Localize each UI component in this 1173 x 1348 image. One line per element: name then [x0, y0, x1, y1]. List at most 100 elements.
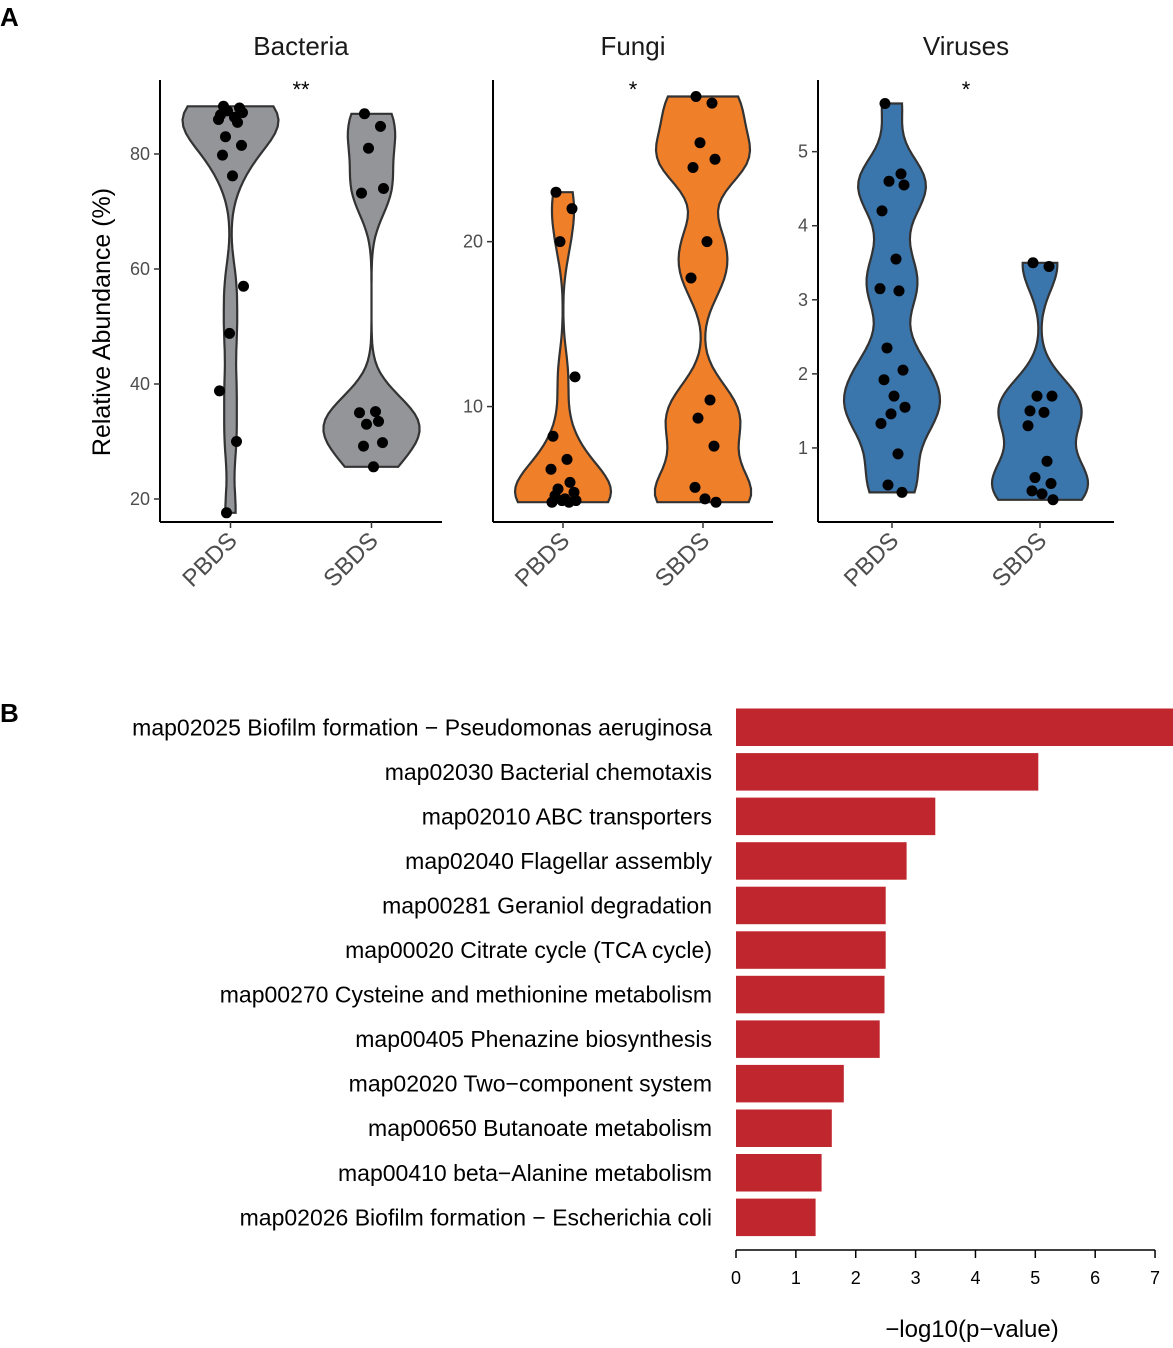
point-viruses-sbds [1045, 477, 1057, 489]
bar-label-map00410: map00410 beta−Alanine metabolism [338, 1160, 712, 1186]
point-fungi-pbds [569, 371, 581, 383]
point-fungi-sbds [685, 272, 697, 284]
y-tick-label-fungi: 20 [463, 232, 483, 252]
bar-map00270 [736, 975, 885, 1014]
bar-x-tick-label: 1 [791, 1268, 801, 1288]
point-fungi-pbds [546, 496, 558, 508]
point-viruses-sbds [1022, 420, 1034, 432]
point-bacteria-pbds [227, 170, 238, 182]
point-bacteria-sbds [358, 440, 369, 452]
point-fungi-sbds [709, 153, 721, 165]
point-viruses-pbds [878, 374, 890, 386]
point-viruses-sbds [1036, 488, 1048, 500]
point-viruses-sbds [1047, 494, 1059, 506]
point-fungi-pbds [566, 203, 578, 215]
bar-x-tick-label: 3 [911, 1268, 921, 1288]
panel-letter-a: A [0, 2, 19, 32]
point-bacteria-pbds [237, 107, 248, 119]
x-tick-label-bacteria-sbds: SBDS [318, 527, 383, 592]
x-tick-label-viruses-pbds: PBDS [839, 527, 904, 592]
point-bacteria-sbds [368, 461, 379, 473]
point-bacteria-sbds [375, 120, 386, 132]
point-fungi-sbds [706, 97, 718, 109]
point-fungi-sbds [710, 496, 722, 508]
point-bacteria-sbds [354, 407, 365, 419]
point-bacteria-sbds [359, 108, 370, 120]
y-tick-label-bacteria: 40 [130, 374, 150, 394]
bar-map02026 [736, 1198, 816, 1237]
point-viruses-pbds [885, 408, 897, 420]
y-tick-label-viruses: 2 [798, 364, 808, 384]
bar-x-tick-label: 5 [1030, 1268, 1040, 1288]
bar-label-map00270: map00270 Cysteine and methionine metabol… [220, 982, 712, 1008]
point-fungi-pbds [547, 430, 559, 442]
point-viruses-pbds [874, 283, 886, 295]
bar-x-tick-label: 4 [970, 1268, 980, 1288]
bar-label-map02040: map02040 Flagellar assembly [405, 848, 712, 874]
point-bacteria-pbds [224, 327, 235, 339]
bar-label-map02030: map02030 Bacterial chemotaxis [385, 759, 712, 785]
violin-fungi-sbds [653, 95, 753, 504]
point-fungi-pbds [564, 476, 576, 488]
point-fungi-pbds [563, 496, 575, 508]
point-bacteria-sbds [361, 418, 372, 430]
bar-map02025 [736, 708, 1173, 746]
panel-letter-b: B [0, 698, 19, 728]
bar-label-map02020: map02020 Two−component system [349, 1071, 712, 1097]
point-viruses-pbds [892, 448, 904, 460]
point-viruses-sbds [1027, 257, 1039, 269]
point-viruses-pbds [898, 179, 910, 191]
bar-x-tick-label: 2 [851, 1268, 861, 1288]
point-fungi-sbds [689, 481, 701, 493]
y-tick-label-viruses: 1 [798, 438, 808, 458]
point-viruses-pbds [899, 401, 911, 413]
y-tick-label-bacteria: 20 [130, 489, 150, 509]
point-bacteria-pbds [231, 436, 242, 447]
x-tick-label-fungi-sbds: SBDS [650, 527, 715, 592]
point-viruses-sbds [1043, 260, 1055, 272]
point-fungi-sbds [699, 493, 711, 505]
point-viruses-sbds [1038, 406, 1050, 418]
y-tick-label-viruses: 3 [798, 290, 808, 310]
point-bacteria-sbds [356, 187, 367, 199]
point-viruses-pbds [897, 364, 909, 376]
bar-label-map00650: map00650 Butanoate metabolism [368, 1115, 712, 1141]
point-viruses-pbds [881, 342, 893, 354]
point-viruses-pbds [888, 390, 900, 402]
point-bacteria-pbds [217, 149, 228, 161]
y-tick-label-bacteria: 80 [130, 144, 150, 164]
point-bacteria-sbds [377, 437, 388, 449]
point-viruses-pbds [882, 479, 894, 491]
point-viruses-pbds [896, 486, 908, 498]
bar-label-map02025: map02025 Biofilm formation − Pseudomonas… [132, 714, 712, 740]
point-viruses-pbds [875, 417, 887, 429]
point-bacteria-pbds [220, 131, 231, 143]
point-viruses-sbds [1031, 390, 1043, 402]
bar-map02030 [736, 753, 1039, 791]
bar-map02020 [736, 1064, 844, 1103]
point-fungi-sbds [704, 394, 716, 406]
bar-label-map00405: map00405 Phenazine biosynthesis [355, 1026, 712, 1052]
bar-label-map00020: map00020 Citrate cycle (TCA cycle) [345, 937, 712, 963]
violin-fungi-pbds [513, 191, 613, 504]
facet-title-bacteria: Bacteria [253, 31, 349, 61]
bar-label-map00281: map00281 Geraniol degradation [382, 893, 712, 919]
bar-label-map02026: map02026 Biofilm formation − Escherichia… [240, 1204, 712, 1230]
significance-bacteria: ** [292, 77, 310, 102]
point-fungi-sbds [701, 236, 713, 248]
point-fungi-sbds [687, 161, 699, 173]
violin-viruses-sbds [990, 261, 1090, 501]
panel-b-bars: map02025 Biofilm formation − Pseudomonas… [132, 708, 1173, 1288]
point-fungi-pbds [554, 236, 566, 248]
bar-map00410 [736, 1154, 822, 1192]
x-tick-label-bacteria-pbds: PBDS [177, 527, 242, 592]
violin-bacteria-sbds [322, 112, 421, 468]
y-tick-label-bacteria: 60 [130, 259, 150, 279]
y-tick-label-viruses: 4 [798, 216, 808, 236]
point-bacteria-pbds [221, 507, 232, 519]
point-viruses-sbds [1041, 455, 1053, 467]
point-bacteria-sbds [370, 406, 381, 418]
x-tick-label-fungi-pbds: PBDS [510, 527, 575, 592]
point-bacteria-sbds [373, 415, 384, 427]
